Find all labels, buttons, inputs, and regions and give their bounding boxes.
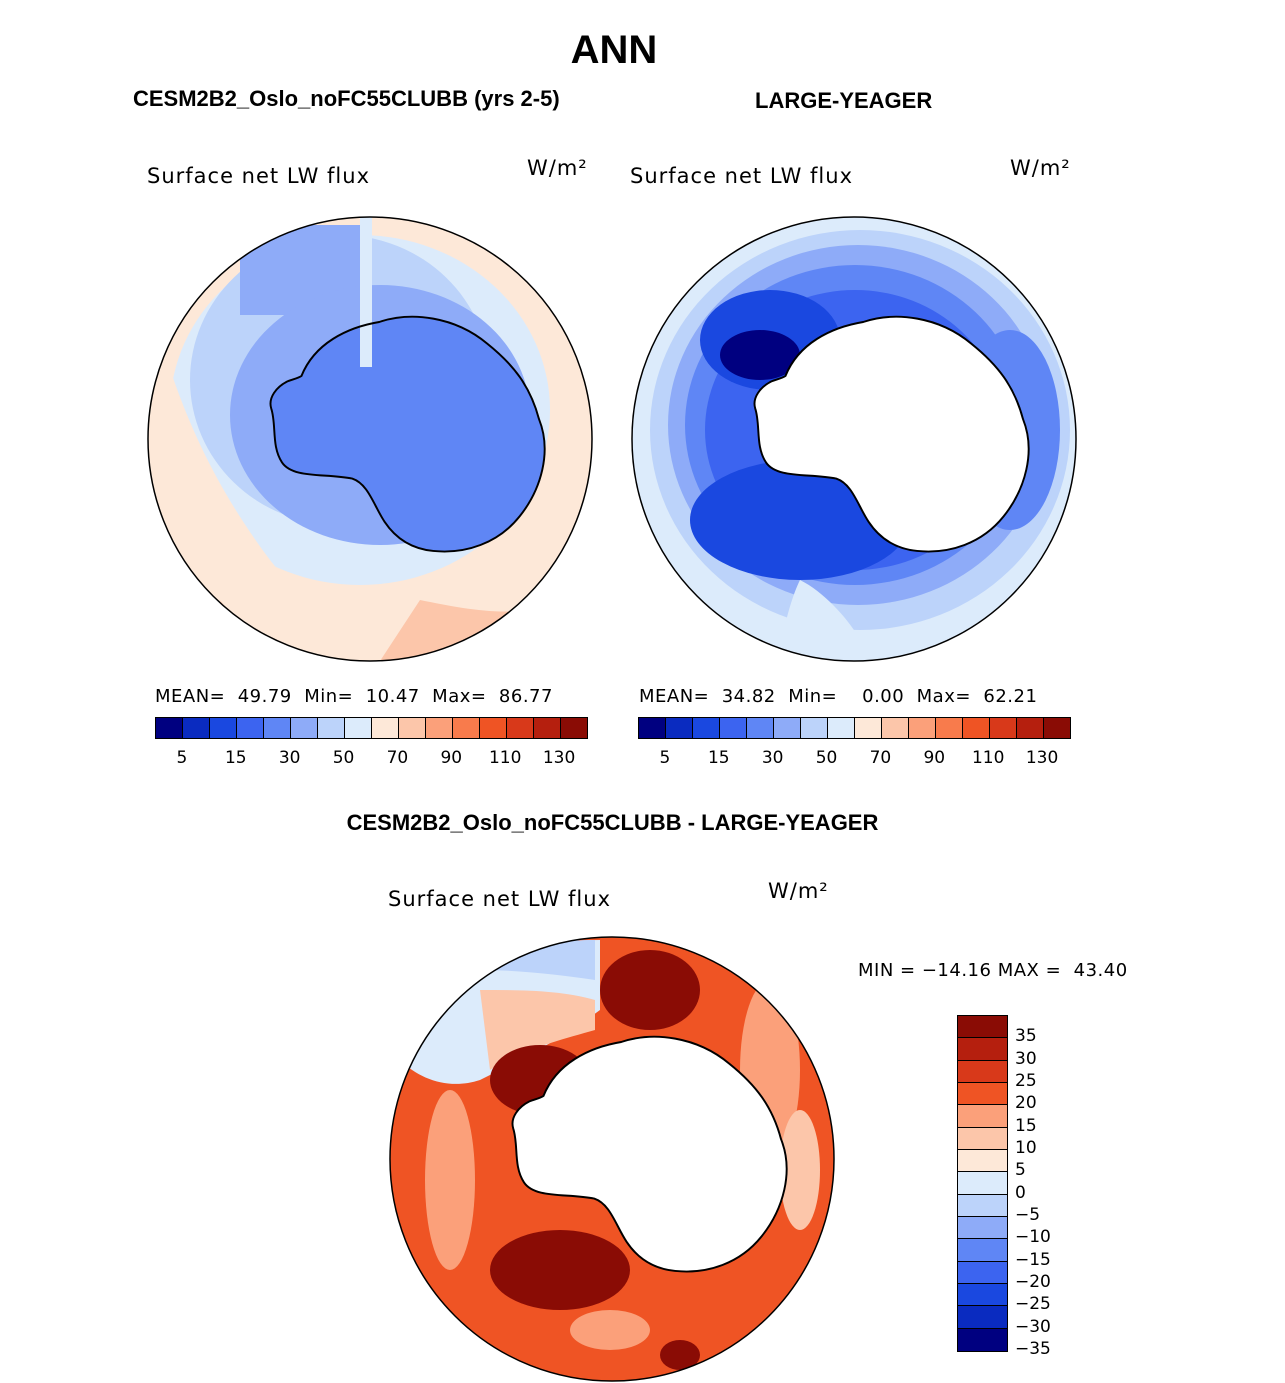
test-colorbar-box [156, 718, 183, 738]
obs-colorbar-tick: 5 [659, 748, 671, 768]
diff-colorbar-box [958, 1216, 1007, 1240]
test-colorbar-tick: 90 [440, 748, 463, 768]
test-variable-label: Surface net LW flux [147, 164, 370, 188]
test-colorbar-tick: 70 [386, 748, 409, 768]
obs-colorbar-box [639, 718, 666, 738]
test-colorbar-box [453, 718, 480, 738]
diff-colorbar-box [958, 1172, 1007, 1195]
test-colorbar-box [183, 718, 210, 738]
test-colorbar-tick: 130 [542, 748, 576, 768]
diff-colorbar-tick: −30 [1015, 1316, 1051, 1337]
obs-colorbar-box [774, 718, 801, 738]
diff-stats: MIN = −14.16 MAX = 43.40 [858, 960, 1128, 981]
test-case-title: CESM2B2_Oslo_noFC55CLUBB (yrs 2-5) [133, 86, 560, 111]
diff-colorbar-tick: −5 [1015, 1204, 1041, 1225]
obs-colorbar-box [666, 718, 693, 738]
obs-colorbar-box [963, 718, 990, 738]
obs-colorbar-tick: 110 [971, 748, 1005, 768]
obs-colorbar-box [720, 718, 747, 738]
test-colorbar-box [534, 718, 561, 738]
obs-map [632, 217, 1076, 661]
test-units-label: W/m² [527, 156, 588, 180]
diff-variable-label: Surface net LW flux [388, 887, 611, 911]
test-colorbar-box [345, 718, 372, 738]
diff-colorbar-box [958, 1239, 1007, 1262]
obs-variable-label: Surface net LW flux [630, 164, 853, 188]
diff-colorbar-tick: 30 [1015, 1048, 1037, 1069]
obs-colorbar-tick: 15 [707, 748, 730, 768]
test-colorbar-tick: 15 [224, 748, 247, 768]
diff-colorbar-tick: 0 [1015, 1182, 1026, 1203]
test-colorbar-box [426, 718, 453, 738]
diff-colorbar [957, 1015, 1008, 1352]
diff-colorbar-tick: 10 [1015, 1137, 1037, 1158]
diff-units-label: W/m² [768, 879, 829, 903]
test-colorbar-box [264, 718, 291, 738]
diff-colorbar-tick: −15 [1015, 1249, 1051, 1270]
obs-colorbar-box [693, 718, 720, 738]
diff-colorbar-tick: 15 [1015, 1115, 1037, 1136]
test-colorbar-tick: 110 [488, 748, 522, 768]
diff-colorbar-box [958, 1016, 1007, 1039]
test-colorbar-box [210, 718, 237, 738]
obs-colorbar-tick: 90 [923, 748, 946, 768]
main-title: ANN [570, 28, 658, 72]
obs-units-label: W/m² [1010, 156, 1071, 180]
test-colorbar-tick: 5 [176, 748, 188, 768]
obs-colorbar-box [1044, 718, 1070, 738]
diff-colorbar-box [958, 1283, 1007, 1307]
test-colorbar-box [318, 718, 345, 738]
obs-colorbar-tick: 30 [761, 748, 784, 768]
test-colorbar-box [372, 718, 399, 738]
obs-colorbar-box [1017, 718, 1044, 738]
test-colorbar-box [237, 718, 264, 738]
diff-colorbar-tick: 20 [1015, 1093, 1037, 1114]
diff-colorbar-box [958, 1328, 1007, 1351]
diff-case-title: CESM2B2_Oslo_noFC55CLUBB - LARGE-YEAGER [346, 810, 879, 835]
test-stats: MEAN= 49.79 Min= 10.47 Max= 86.77 [155, 686, 553, 707]
diff-colorbar-tick: −25 [1015, 1294, 1051, 1315]
obs-colorbar-tick: 50 [815, 748, 838, 768]
diff-colorbar-tick: −35 [1015, 1338, 1051, 1359]
diff-colorbar-box [958, 1149, 1007, 1173]
obs-colorbar-box [882, 718, 909, 738]
obs-colorbar-box [801, 718, 828, 738]
diff-map [390, 937, 834, 1381]
obs-stats: MEAN= 34.82 Min= 0.00 Max= 62.21 [639, 686, 1038, 707]
obs-colorbar-box [990, 718, 1017, 738]
diff-colorbar-box [958, 1038, 1007, 1061]
test-map [148, 217, 592, 661]
obs-case-title: LARGE-YEAGER [755, 88, 933, 113]
diff-colorbar-box [958, 1261, 1007, 1284]
obs-colorbar [638, 717, 1071, 739]
diff-colorbar-tick: −10 [1015, 1227, 1051, 1248]
diff-colorbar-tick: −20 [1015, 1271, 1051, 1292]
obs-colorbar-box [936, 718, 963, 738]
diff-colorbar-box [958, 1082, 1007, 1106]
test-colorbar-tick: 30 [278, 748, 301, 768]
diff-colorbar-tick: 5 [1015, 1160, 1026, 1181]
diff-colorbar-box [958, 1127, 1007, 1150]
test-colorbar-tick: 50 [332, 748, 355, 768]
diff-colorbar-tick: 35 [1015, 1026, 1037, 1047]
diff-colorbar-box [958, 1194, 1007, 1217]
obs-colorbar-box [909, 718, 936, 738]
diff-colorbar-tick: 25 [1015, 1070, 1037, 1091]
test-colorbar-box [561, 718, 587, 738]
test-colorbar-box [399, 718, 426, 738]
obs-colorbar-tick: 70 [869, 748, 892, 768]
obs-colorbar-box [747, 718, 774, 738]
test-colorbar-box [291, 718, 318, 738]
diff-colorbar-box [958, 1105, 1007, 1128]
test-colorbar [155, 717, 588, 739]
diff-colorbar-box [958, 1306, 1007, 1329]
obs-colorbar-box [828, 718, 855, 738]
test-colorbar-box [480, 718, 507, 738]
diff-colorbar-box [958, 1060, 1007, 1083]
test-colorbar-box [507, 718, 534, 738]
obs-colorbar-tick: 130 [1025, 748, 1059, 768]
obs-colorbar-box [855, 718, 882, 738]
